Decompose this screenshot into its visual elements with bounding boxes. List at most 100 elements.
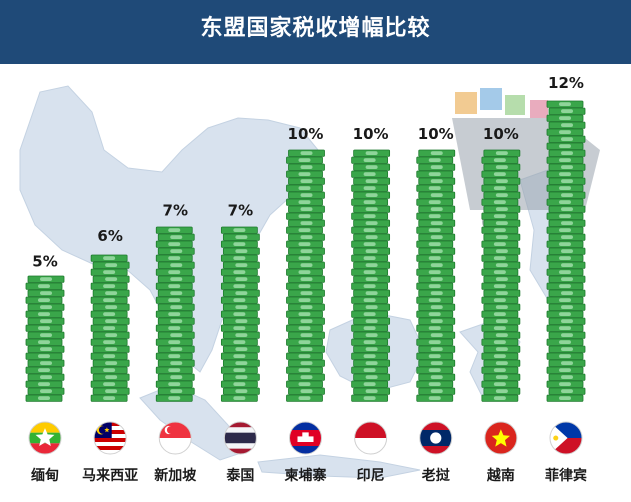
- bill-center-mark: [168, 228, 181, 232]
- value-label: 10%: [353, 125, 389, 143]
- value-label: 5%: [32, 253, 57, 271]
- bill-center-mark: [233, 396, 246, 400]
- bill-center-mark: [103, 256, 116, 260]
- bill-center-mark: [363, 214, 376, 218]
- cart-box-1: [455, 92, 477, 114]
- bill-center-mark: [40, 361, 52, 365]
- bill-center-mark: [561, 179, 573, 183]
- bill-center-mark: [298, 312, 311, 316]
- bill-center-mark: [561, 151, 573, 155]
- bill-center-mark: [559, 116, 571, 120]
- bill-center-mark: [363, 326, 376, 330]
- bill-center-mark: [365, 361, 378, 365]
- bill-center-mark: [430, 207, 443, 211]
- bill-center-mark: [430, 165, 443, 169]
- category-label: 老挝: [422, 467, 451, 484]
- bill-center-mark: [363, 228, 376, 232]
- bill-center-mark: [493, 326, 506, 330]
- bill-center-mark: [495, 389, 508, 393]
- bill-center-mark: [561, 165, 573, 169]
- bill-center-mark: [561, 375, 573, 379]
- bill-center-mark: [298, 368, 311, 372]
- bill-center-mark: [428, 326, 441, 330]
- malaysia-flag-icon: [93, 421, 127, 455]
- bar-series: [25, 100, 586, 402]
- bill-center-mark: [103, 312, 116, 316]
- bill-center-mark: [40, 389, 52, 393]
- bill-center-mark: [38, 382, 50, 386]
- bill-center-mark: [559, 340, 571, 344]
- category-label: 印尼: [357, 467, 385, 484]
- bill-center-mark: [365, 375, 378, 379]
- laos-flag-icon: [419, 421, 453, 455]
- bill-center-mark: [428, 396, 441, 400]
- bill-center-mark: [105, 347, 118, 351]
- bill-center-mark: [561, 361, 573, 365]
- bill-center-mark: [40, 291, 52, 295]
- singapore-flag-icon: [158, 421, 192, 455]
- bill-center-mark: [363, 298, 376, 302]
- bill-center-mark: [561, 389, 573, 393]
- bill-center-mark: [561, 291, 573, 295]
- bill-center-mark: [495, 347, 508, 351]
- bill-center-mark: [493, 228, 506, 232]
- thailand-flag-icon: [223, 421, 257, 455]
- bill-center-mark: [428, 340, 441, 344]
- bill-center-mark: [300, 179, 313, 183]
- bill-center-mark: [559, 144, 571, 148]
- cart-box-3: [505, 95, 525, 115]
- bill-center-mark: [493, 200, 506, 204]
- bill-center-mark: [105, 305, 118, 309]
- cambodia-flag-icon: [289, 421, 322, 455]
- bill-center-mark: [495, 193, 508, 197]
- bill-center-mark: [170, 277, 183, 281]
- bar-3: [155, 226, 195, 402]
- bill-center-mark: [561, 333, 573, 337]
- bill-center-mark: [40, 277, 52, 281]
- bill-center-mark: [428, 200, 441, 204]
- bill-center-mark: [365, 291, 378, 295]
- bill-center-mark: [300, 291, 313, 295]
- bill-center-mark: [559, 396, 571, 400]
- bill-center-mark: [168, 284, 181, 288]
- category-label: 泰国: [225, 467, 254, 484]
- bill-center-mark: [561, 263, 573, 267]
- bill-center-mark: [559, 312, 571, 316]
- bill-center-mark: [298, 326, 311, 330]
- bill-center-mark: [561, 207, 573, 211]
- bill-center-mark: [300, 277, 313, 281]
- cart-box-4: [530, 100, 548, 118]
- bar-9: [546, 100, 586, 402]
- bill-center-mark: [103, 354, 116, 358]
- bar-5: [286, 149, 325, 402]
- bill-center-mark: [561, 137, 573, 141]
- bill-center-mark: [300, 193, 313, 197]
- bill-center-mark: [495, 305, 508, 309]
- bar-8: [481, 149, 521, 402]
- category-label: 新加坡: [154, 467, 197, 484]
- bill-center-mark: [235, 305, 248, 309]
- bill-center-mark: [38, 368, 50, 372]
- bill-center-mark: [493, 368, 506, 372]
- bill-center-mark: [168, 382, 181, 386]
- value-label: 10%: [483, 125, 519, 143]
- bill-center-mark: [298, 382, 311, 386]
- bill-center-mark: [365, 207, 378, 211]
- value-label: 7%: [228, 202, 253, 220]
- bill-center-mark: [105, 361, 118, 365]
- bill-center-mark: [428, 354, 441, 358]
- bill-center-mark: [495, 375, 508, 379]
- bill-center-mark: [365, 235, 378, 239]
- indonesia-flag-icon: [354, 421, 388, 455]
- bill-center-mark: [38, 340, 50, 344]
- bill-center-mark: [430, 235, 443, 239]
- bill-center-mark: [235, 249, 248, 253]
- bill-center-mark: [493, 256, 506, 260]
- bill-center-mark: [430, 249, 443, 253]
- bill-center-mark: [363, 284, 376, 288]
- bill-center-mark: [493, 382, 506, 386]
- bill-center-mark: [493, 270, 506, 274]
- bill-center-mark: [300, 235, 313, 239]
- bill-center-mark: [168, 242, 181, 246]
- bill-center-mark: [559, 102, 571, 106]
